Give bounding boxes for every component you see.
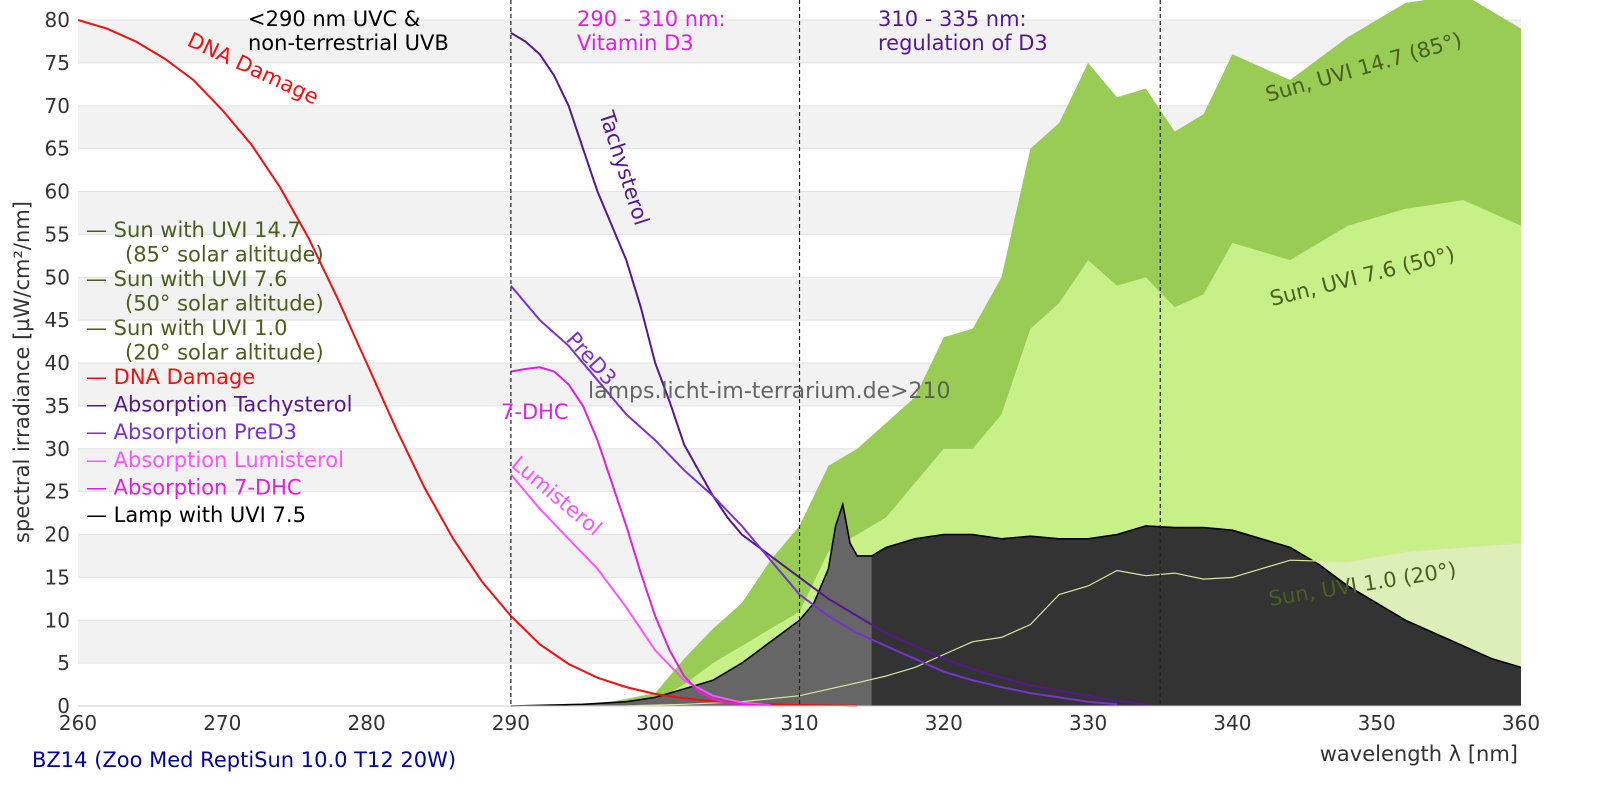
y-tick-label: 75 bbox=[45, 51, 70, 75]
region-label: <290 nm UVC & bbox=[248, 7, 420, 31]
x-tick-label: 280 bbox=[348, 711, 386, 735]
legend-entry: — Sun with UVI 14.7 bbox=[86, 218, 301, 242]
y-tick-label: 25 bbox=[45, 480, 70, 504]
footer-lamp-name: BZ14 (Zoo Med ReptiSun 10.0 T12 20W) bbox=[32, 748, 456, 772]
x-tick-label: 320 bbox=[925, 711, 963, 735]
line-7-dhc bbox=[510, 366, 771, 707]
y-tick-label: 35 bbox=[45, 394, 70, 418]
legend: — Sun with UVI 14.7(85° solar altitude)—… bbox=[86, 218, 352, 527]
legend-entry-subline: (50° solar altitude) bbox=[125, 292, 324, 316]
area-series bbox=[510, 0, 1522, 707]
x-tick-label: 300 bbox=[636, 711, 674, 735]
line-sun-uvi-1-0 bbox=[568, 542, 1522, 707]
y-tick-label: 60 bbox=[45, 180, 70, 204]
legend-entry: — Absorption 7-DHC bbox=[86, 475, 302, 499]
y-tick-label: 45 bbox=[45, 308, 70, 332]
region-label: non-terrestrial UVB bbox=[248, 31, 449, 55]
legend-entry-subline: (85° solar altitude) bbox=[125, 243, 324, 267]
legend-entry: — Absorption PreD3 bbox=[86, 420, 297, 444]
line-lumisterol bbox=[510, 473, 771, 707]
region-label: regulation of D3 bbox=[878, 31, 1048, 55]
y-tick-label: 50 bbox=[45, 265, 70, 289]
x-tick-label: 360 bbox=[1502, 711, 1540, 735]
x-axis-label: wavelength λ [nm] bbox=[1320, 742, 1518, 766]
x-tick-label: 330 bbox=[1069, 711, 1107, 735]
legend-entry: — Lamp with UVI 7.5 bbox=[86, 503, 306, 527]
x-tick-labels: 260 270 280 290 300 310 320 330 340 350 360 bbox=[59, 711, 1540, 735]
line-tachysterol bbox=[510, 32, 1146, 706]
y-tick-label: 70 bbox=[45, 94, 70, 118]
y-tick-label: 5 bbox=[57, 651, 70, 675]
region-label: Vitamin D3 bbox=[577, 31, 694, 55]
y-tick-label: 30 bbox=[45, 437, 70, 461]
x-tick-label: 350 bbox=[1358, 711, 1396, 735]
y-tick-label: 40 bbox=[45, 351, 70, 375]
y-tick-label: 65 bbox=[45, 137, 70, 161]
legend-entry-subline: (20° solar altitude) bbox=[125, 341, 324, 365]
x-tick-label: 260 bbox=[59, 711, 97, 735]
line-series bbox=[77, 19, 1146, 707]
y-axis-label: spectral irradiance [µW/cm²/nm] bbox=[10, 201, 34, 543]
line-lamp-outline bbox=[510, 501, 1522, 707]
y-tick-label: 20 bbox=[45, 523, 70, 547]
line-pred3 bbox=[510, 285, 1118, 706]
legend-entry: — Absorption Lumisterol bbox=[86, 448, 344, 472]
y-tick-label: 80 bbox=[45, 8, 70, 32]
y-tick-label: 55 bbox=[45, 222, 70, 246]
legend-entry: — Sun with UVI 1.0 bbox=[86, 316, 288, 340]
legend-entry: — Absorption Tachysterol bbox=[86, 393, 352, 417]
region-label: 310 - 335 nm: bbox=[878, 7, 1027, 31]
x-tick-label: 290 bbox=[492, 711, 530, 735]
x-tick-label: 270 bbox=[203, 711, 241, 735]
legend-entry: — DNA Damage bbox=[86, 365, 255, 389]
y-tick-label: 15 bbox=[45, 565, 70, 589]
x-tick-label: 310 bbox=[780, 711, 818, 735]
region-labels: <290 nm UVC &non-terrestrial UVB 290 - 31… bbox=[248, 7, 1048, 55]
y-tick-label: 10 bbox=[45, 608, 70, 632]
watermark: lamps.licht-im-terrarium.de>210 bbox=[588, 379, 951, 404]
x-tick-label: 340 bbox=[1213, 711, 1251, 735]
y-tick-label: 0 bbox=[57, 694, 70, 718]
y-tick-labels: 0 5 10 15 20 25 30 35 40 45 50 55 60 65 70 75 80 bbox=[45, 8, 70, 718]
region-label: 290 - 310 nm: bbox=[577, 7, 726, 31]
label-7-dhc: 7-DHC bbox=[501, 400, 569, 424]
grid-band bbox=[78, 20, 1521, 63]
legend-entry: — Sun with UVI 7.6 bbox=[86, 267, 288, 291]
area-lamp-uvb bbox=[510, 504, 872, 706]
region-lines bbox=[510, 0, 1161, 706]
